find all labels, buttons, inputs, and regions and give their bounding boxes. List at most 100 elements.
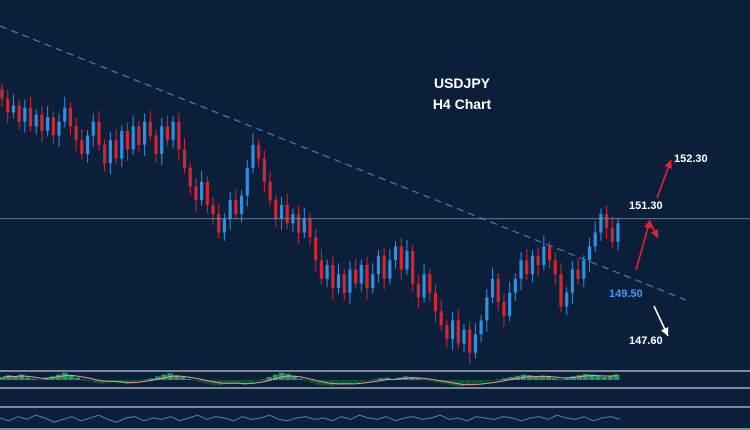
- candle-body: [525, 260, 529, 275]
- histogram-bar: [341, 380, 347, 384]
- candle-body: [239, 195, 244, 215]
- candle-body: [405, 251, 409, 270]
- candle-body: [342, 274, 346, 293]
- candle-body: [604, 214, 609, 228]
- candle-body: [513, 278, 517, 293]
- histogram-bar: [502, 378, 508, 380]
- candle-body: [302, 218, 306, 233]
- histogram-bar: [179, 377, 186, 380]
- histogram-bar: [74, 377, 80, 380]
- candle-body: [542, 246, 546, 265]
- candle-body: [445, 325, 449, 339]
- candle-body: [331, 264, 335, 289]
- candle-body: [211, 204, 215, 215]
- level-label-149-50: 149.50: [609, 288, 643, 300]
- histogram-bar: [595, 375, 601, 380]
- histogram-bar: [303, 380, 310, 382]
- histogram-bar: [471, 380, 477, 385]
- candle-body: [559, 274, 563, 307]
- candle-body: [234, 200, 238, 215]
- candle-body: [194, 186, 198, 201]
- candle-body: [165, 126, 170, 141]
- histogram-bar: [99, 380, 105, 384]
- candle-body: [354, 269, 358, 284]
- histogram-bar: [24, 377, 31, 380]
- histogram-bar: [235, 380, 242, 384]
- candle-body: [325, 264, 329, 279]
- candle-body: [433, 292, 438, 312]
- candle-body: [296, 214, 301, 233]
- histogram-bar: [427, 380, 434, 382]
- candle-body: [142, 121, 147, 145]
- candle-body: [462, 329, 466, 344]
- histogram-bar: [365, 380, 372, 381]
- candle-body: [411, 251, 415, 284]
- candle-body: [490, 278, 495, 298]
- histogram-bar: [31, 378, 37, 380]
- histogram-bar: [533, 376, 539, 380]
- histogram-bar: [514, 375, 521, 380]
- projection-arrows: [635, 159, 672, 337]
- candle-body: [91, 121, 95, 136]
- candle-body: [428, 274, 432, 293]
- candle-body: [399, 246, 403, 270]
- histogram-bar: [173, 375, 180, 380]
- candle-body: [479, 320, 483, 335]
- histogram-bar: [291, 376, 297, 380]
- candle-body: [371, 274, 375, 289]
- candle-body: [570, 269, 574, 293]
- candle-body: [547, 246, 552, 261]
- candle-body: [502, 301, 506, 316]
- histogram-bar: [409, 377, 415, 380]
- histogram-bar: [477, 380, 483, 383]
- candle-body: [599, 214, 603, 233]
- arrow-down-to-147-60: [653, 305, 669, 337]
- oscillator-panel-border: [0, 406, 750, 430]
- candle-body: [365, 264, 369, 289]
- candle-body: [131, 126, 135, 150]
- candle-body: [285, 204, 289, 224]
- candle-body: [51, 117, 55, 136]
- histogram-bar: [148, 378, 155, 380]
- candle-body: [200, 181, 204, 201]
- histogram-bar: [80, 379, 87, 381]
- level-label-152-30: 152.30: [674, 153, 708, 165]
- candle-body: [262, 158, 266, 182]
- histogram-bar: [0, 377, 6, 380]
- histogram-bar: [93, 380, 99, 383]
- chart-subtitle: H4 Chart: [433, 96, 492, 112]
- candle-body: [46, 117, 50, 131]
- histogram-bar: [372, 379, 378, 381]
- candle-body: [314, 237, 318, 261]
- arrow-up-to-152-30: [656, 159, 672, 199]
- histogram-bar: [62, 372, 68, 380]
- candle-body: [217, 214, 221, 233]
- histogram-bar: [18, 374, 25, 380]
- candle-body: [57, 121, 61, 136]
- candle-body: [257, 144, 261, 159]
- histogram-bar: [334, 380, 341, 385]
- histogram-bar: [551, 378, 558, 380]
- signal-line: [3, 374, 617, 386]
- candle-body: [519, 260, 523, 279]
- histogram-bar: [266, 377, 273, 380]
- candle-body: [348, 269, 352, 293]
- candle-body: [359, 264, 363, 284]
- histogram-bar: [136, 380, 142, 382]
- histogram-bar: [384, 377, 390, 380]
- histogram-bar: [254, 380, 260, 382]
- histogram-bar: [223, 380, 229, 385]
- candles-group: [0, 83, 620, 364]
- candle-body: [103, 144, 107, 164]
- histogram-bar: [570, 376, 576, 380]
- candle-body: [154, 135, 158, 155]
- candle-body: [182, 149, 187, 168]
- candle-body: [68, 107, 73, 127]
- histogram-bar: [347, 380, 353, 385]
- candle-body: [485, 297, 489, 321]
- candle-body: [6, 98, 10, 113]
- oscillator-line: [0, 414, 621, 423]
- candle-body: [473, 334, 478, 353]
- histogram-bar: [527, 375, 533, 380]
